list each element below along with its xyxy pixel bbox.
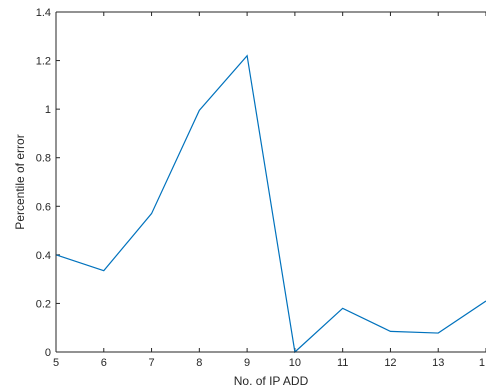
x-tick-label: 8 (196, 357, 202, 369)
y-tick-label: 0.2 (36, 298, 51, 310)
y-tick-label: 1.4 (36, 7, 51, 19)
x-tick-label: 10 (289, 357, 301, 369)
x-tick-label: 9 (244, 357, 250, 369)
x-tick-label: 11 (337, 357, 348, 369)
series-line (55, 54, 486, 354)
x-tick-label: 1 (479, 357, 485, 369)
y-axis-label: Percentile of error (13, 134, 27, 229)
x-tick-label: 6 (101, 357, 107, 369)
x-tick-label: 12 (384, 357, 396, 369)
y-tick-label: 0.6 (36, 201, 51, 213)
x-tick-label: 5 (53, 357, 59, 369)
y-tick-label: 0.8 (36, 153, 51, 165)
y-tick-label: 1.2 (36, 56, 51, 68)
x-tick-label: 13 (432, 357, 444, 369)
y-tick-label: 0 (45, 347, 51, 359)
x-axis-label: No. of IP ADD (234, 374, 309, 388)
plot-area (56, 12, 486, 352)
x-tick-label: 7 (148, 357, 154, 369)
y-tick-label: 1 (45, 104, 51, 116)
y-tick-label: 0.4 (36, 250, 51, 262)
